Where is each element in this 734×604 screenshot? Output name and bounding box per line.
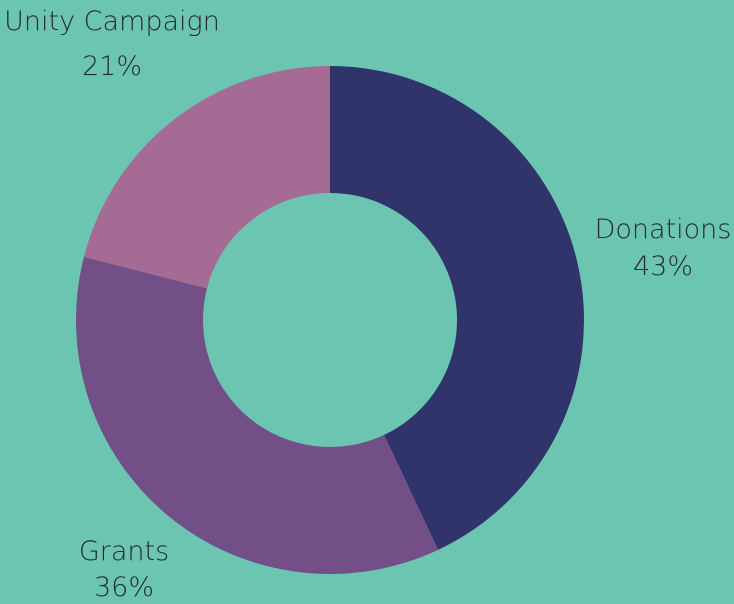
slice-label-grants-value: 36% (94, 572, 154, 603)
donut-slices (76, 66, 584, 574)
slice-label-donations: Donations 43% (595, 214, 732, 282)
slice-label-donations-value: 43% (633, 251, 693, 282)
slice-grants (76, 256, 439, 574)
slice-unity-campaign (83, 66, 330, 289)
slice-label-unity-campaign-name: Unity Campaign (4, 6, 220, 37)
slice-label-unity-campaign-value: 21% (82, 51, 142, 82)
slice-label-grants-name: Grants (79, 536, 169, 567)
slice-label-grants: Grants 36% (79, 536, 169, 603)
slice-label-donations-name: Donations (595, 214, 732, 245)
slice-donations (330, 66, 584, 550)
slice-label-unity-campaign: Unity Campaign 21% (4, 6, 220, 82)
